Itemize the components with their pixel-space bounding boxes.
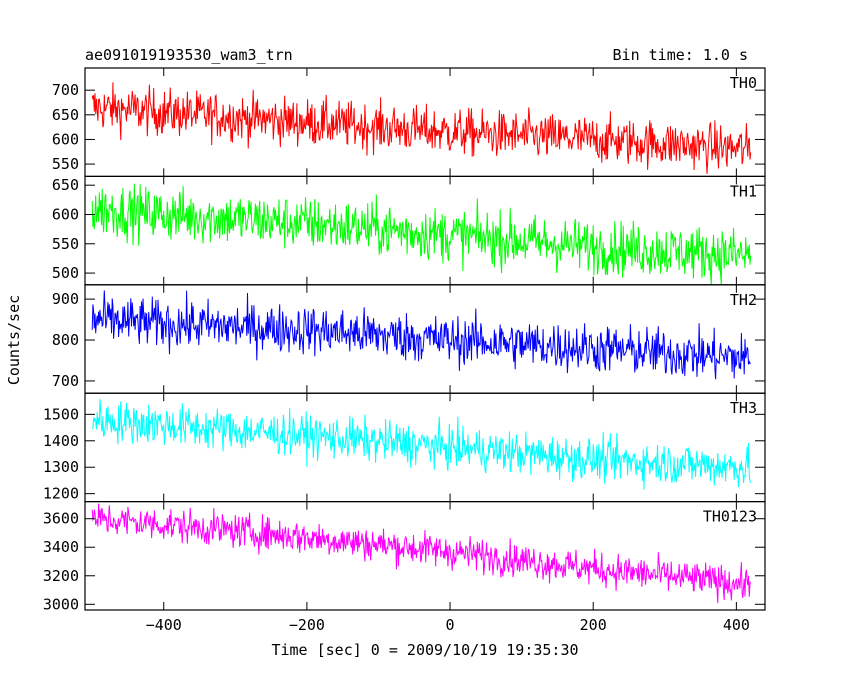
y-tick-label: 800 <box>52 331 79 349</box>
y-tick-label: 500 <box>52 264 79 282</box>
y-tick-label: 700 <box>52 372 79 390</box>
x-tick-label: −200 <box>289 616 325 634</box>
y-tick-label: 650 <box>52 176 79 194</box>
y-tick-label: 550 <box>52 235 79 253</box>
x-tick-label: 400 <box>723 616 750 634</box>
panel-th1: 500 550 600 650 TH1 <box>52 175 766 286</box>
bin-time-label: Bin time: 1.0 s <box>613 46 748 64</box>
panel-th3: 1200 1300 1400 1500 TH3 <box>43 392 766 503</box>
panel-th0123: 3000 3200 3400 3600 TH0123 <box>43 501 766 613</box>
y-axis-label: Counts/sec <box>5 295 23 385</box>
panel-frame <box>84 392 766 503</box>
y-tick-label: 3600 <box>43 510 79 528</box>
series-line-th2 <box>91 290 751 380</box>
y-tick-label: 3000 <box>43 595 79 613</box>
y-tick-label: 3200 <box>43 567 79 585</box>
series-line-th0 <box>91 82 752 174</box>
panel-th0: 550 600 650 700 TH0 <box>52 67 766 178</box>
y-tick-label: 1200 <box>43 485 79 503</box>
panel-label: TH2 <box>730 291 757 309</box>
y-tick-label: 3400 <box>43 538 79 556</box>
panel-label: TH1 <box>730 182 757 200</box>
y-tick-label: 700 <box>52 81 79 99</box>
panel-label: TH0123 <box>703 508 757 526</box>
y-tick-label: 600 <box>52 130 79 148</box>
x-tick-label: −400 <box>146 616 182 634</box>
panel-label: TH3 <box>730 399 757 417</box>
y-tick-label: 1300 <box>43 458 79 476</box>
series-line-th3 <box>91 399 752 490</box>
y-tick-label: 1400 <box>43 432 79 450</box>
y-tick-label: 900 <box>52 290 79 308</box>
y-tick-label: 600 <box>52 205 79 223</box>
panel-frame <box>84 501 766 611</box>
x-axis-ticks: −400 −200 0 200 400 <box>146 616 750 634</box>
series-line-th1 <box>91 183 752 285</box>
x-axis-label: Time [sec] 0 = 2009/10/19 19:35:30 <box>271 641 578 659</box>
y-tick-label: 1500 <box>43 405 79 423</box>
y-tick-label: 550 <box>52 155 79 173</box>
x-tick-label: 0 <box>446 616 455 634</box>
x-tick-label: 200 <box>580 616 607 634</box>
chart-title: ae091019193530_wam3_trn <box>85 46 293 64</box>
series-line-th0123 <box>91 503 752 604</box>
panel-label: TH0 <box>730 74 757 92</box>
panels-group: 550 600 650 700 TH0 500 550 600 650 TH1 700 800 900 T… <box>43 67 766 613</box>
panel-th2: 700 800 900 TH2 <box>52 284 766 394</box>
y-tick-label: 650 <box>52 106 79 124</box>
